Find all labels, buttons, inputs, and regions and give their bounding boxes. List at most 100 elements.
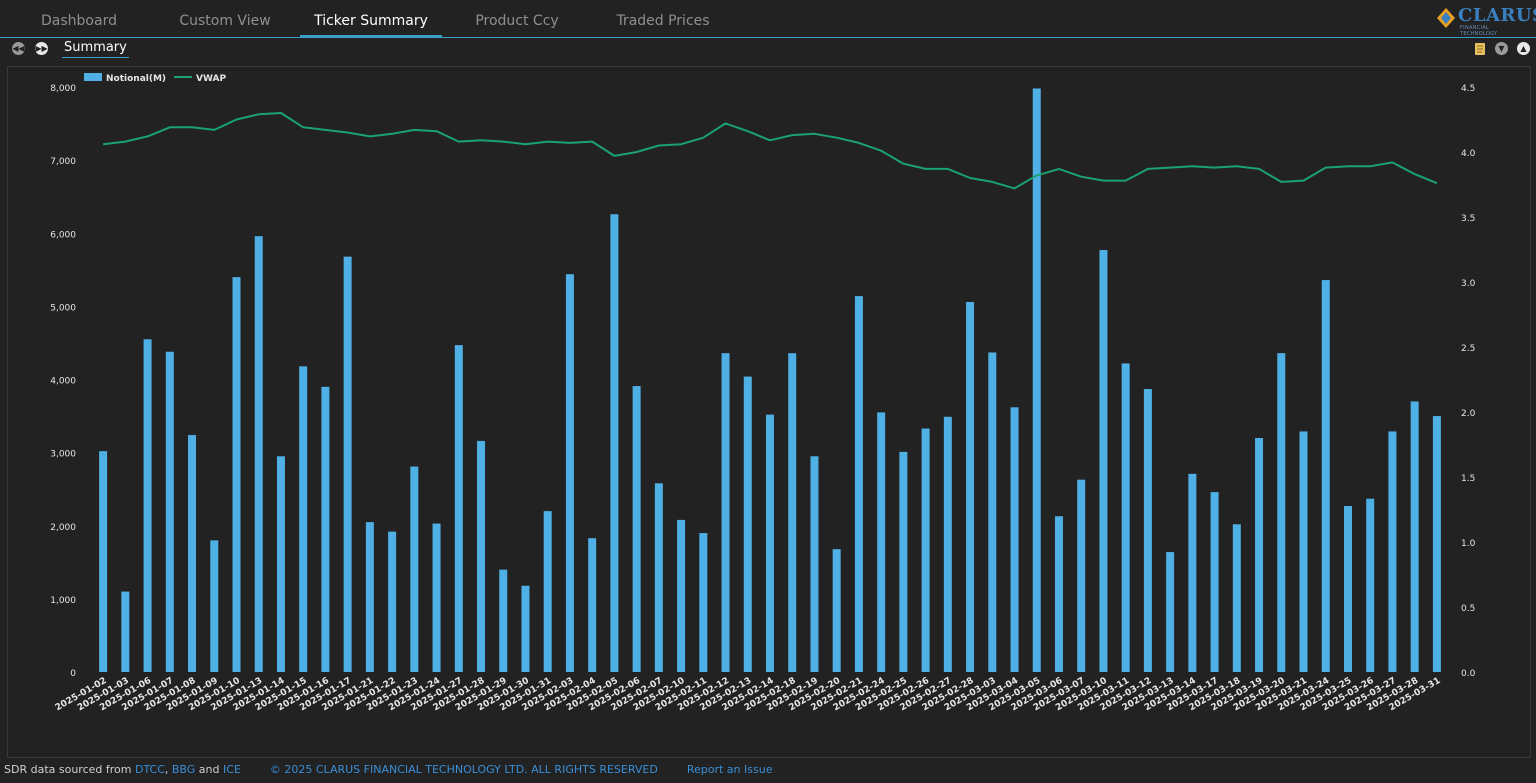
- y-left-tick-label: 4,000: [50, 377, 76, 387]
- y-right-tick-label: 1.0: [1461, 539, 1476, 549]
- copyright-link[interactable]: © 2025 CLARUS FINANCIAL TECHNOLOGY LTD. …: [269, 763, 658, 776]
- download-icon[interactable]: ▼: [1495, 42, 1508, 55]
- y-left-tick-label: 3,000: [50, 450, 76, 460]
- bar: [988, 352, 997, 672]
- bar: [1188, 473, 1197, 672]
- bar: [499, 569, 508, 672]
- ice-link[interactable]: ICE: [223, 763, 241, 776]
- bar: [1032, 88, 1041, 672]
- tab-traded-prices[interactable]: Traded Prices: [616, 13, 710, 29]
- bar: [321, 386, 330, 672]
- y-left-tick-label: 7,000: [50, 157, 76, 167]
- bar: [165, 351, 174, 672]
- legend-label-notional: Notional(M): [106, 74, 166, 84]
- footer-sep1: ,: [164, 763, 172, 776]
- bar: [121, 591, 130, 672]
- y-left-tick-label: 5,000: [50, 303, 76, 313]
- footer-source-prefix: SDR data sourced from: [4, 763, 135, 776]
- tab-product-ccy[interactable]: Product Ccy: [475, 13, 559, 29]
- bar: [99, 451, 108, 672]
- chart-panel: 0 1,000 2,000 3,000 4,000 5,000 6,000 7,000 8,00…: [7, 66, 1531, 758]
- diamond-logo-icon: [1437, 8, 1455, 28]
- bar: [699, 533, 708, 672]
- bar: [1099, 250, 1108, 672]
- bar: [432, 523, 441, 672]
- bar: [1299, 431, 1308, 672]
- collapse-icon[interactable]: ▲: [1517, 42, 1530, 55]
- bar: [1321, 280, 1330, 672]
- legend-label-vwap: VWAP: [196, 74, 226, 84]
- legend-swatch-notional: [84, 73, 102, 81]
- tab-ticker-summary[interactable]: Ticker Summary: [300, 0, 442, 37]
- footer: SDR data sourced from DTCC, BBG and ICE …: [4, 763, 772, 776]
- bar: [966, 301, 975, 672]
- bar: [1166, 552, 1175, 672]
- rewind-icon[interactable]: ◀◀: [12, 42, 25, 55]
- bar: [210, 540, 219, 672]
- bar: [921, 428, 930, 672]
- y-left-tick-label: 0: [70, 669, 76, 679]
- bar: [1143, 389, 1152, 672]
- tab-custom-view[interactable]: Custom View: [179, 13, 271, 29]
- bar: [654, 483, 663, 672]
- bar: [877, 412, 886, 672]
- clarus-logo[interactable]: CLARUS FINANCIAL TECHNOLOGY: [1436, 5, 1536, 37]
- bar: [521, 585, 530, 672]
- bar: [588, 538, 597, 672]
- bar: [477, 440, 486, 672]
- report-issue-link[interactable]: Report an Issue: [686, 763, 773, 776]
- bar: [188, 435, 197, 672]
- bar: [1255, 438, 1264, 672]
- y-right-tick-label: 1.5: [1461, 474, 1475, 484]
- notional-vwap-chart: 0 1,000 2,000 3,000 4,000 5,000 6,000 7,000 8,00…: [50, 73, 1476, 713]
- bar: [299, 366, 308, 672]
- bar: [454, 345, 463, 672]
- bar: [254, 236, 263, 673]
- bar: [810, 456, 819, 672]
- bar: [1432, 416, 1441, 672]
- bar: [610, 214, 619, 673]
- sub-toolbar: ◀◀ ▶▶ Summary ▼ ▲: [0, 38, 1536, 62]
- y-left-tick-label: 8,000: [50, 84, 76, 94]
- bar: [343, 256, 352, 672]
- y-left-tick-label: 2,000: [50, 523, 76, 533]
- bar: [1232, 524, 1241, 672]
- y-right-tick-label: 2.5: [1461, 344, 1475, 354]
- bar: [232, 277, 241, 672]
- y-right-tick-label: 0.5: [1461, 604, 1475, 614]
- bar: [1277, 353, 1286, 672]
- y-right-tick-label: 4.0: [1461, 149, 1476, 159]
- bar: [1343, 506, 1352, 672]
- bar: [677, 519, 686, 672]
- bar: [854, 296, 863, 672]
- bar: [1054, 516, 1063, 672]
- bar: [1121, 363, 1130, 672]
- vwap-line: [102, 112, 1438, 190]
- dtcc-link[interactable]: DTCC: [134, 763, 165, 776]
- y-left-tick-label: 1,000: [50, 596, 76, 606]
- bbg-link[interactable]: BBG: [171, 763, 196, 776]
- bar: [721, 353, 730, 672]
- bar: [743, 376, 752, 672]
- y-right-tick-label: 3.0: [1461, 279, 1476, 289]
- footer-sep2: and: [195, 763, 224, 776]
- notes-icon[interactable]: [1473, 42, 1487, 56]
- top-nav: Dashboard Custom View Ticker Summary Pro…: [0, 0, 1536, 38]
- fast-forward-icon[interactable]: ▶▶: [35, 42, 48, 55]
- y-left-tick-label: 6,000: [50, 230, 76, 240]
- logo-text: CLARUS: [1458, 5, 1536, 26]
- logo-subtext: FINANCIAL TECHNOLOGY: [1460, 25, 1498, 37]
- tab-summary[interactable]: Summary: [62, 40, 129, 58]
- bar: [1077, 479, 1086, 672]
- bar: [766, 414, 774, 672]
- y-right-tick-label: 2.0: [1461, 409, 1476, 419]
- bar: [788, 353, 797, 672]
- bar: [1366, 498, 1375, 672]
- bar: [1388, 431, 1397, 672]
- bar: [543, 511, 552, 672]
- tab-dashboard[interactable]: Dashboard: [41, 13, 117, 29]
- bar: [410, 466, 419, 672]
- bar: [1410, 401, 1419, 672]
- bar: [899, 451, 908, 672]
- bar: [1210, 492, 1219, 672]
